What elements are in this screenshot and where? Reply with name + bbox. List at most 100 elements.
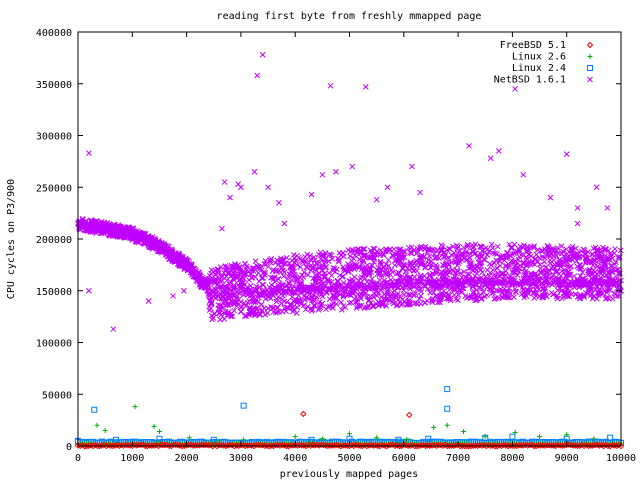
freebsd-5-1-point [585, 442, 592, 450]
freebsd-5-1-point [507, 442, 514, 449]
netbsd-1-6-1-point [512, 86, 518, 92]
netbsd-1-6-1-point [473, 292, 480, 298]
netbsd-1-6-1-point [442, 270, 449, 277]
linux-2-6-point [512, 430, 518, 436]
netbsd-1-6-1-point [547, 260, 554, 266]
freebsd-5-1-point [205, 442, 212, 449]
netbsd-1-6-1-point [379, 272, 385, 279]
x-tick-label: 0 [75, 453, 81, 464]
netbsd-1-6-1-point [547, 252, 554, 259]
netbsd-1-6-1-point [342, 288, 349, 294]
netbsd-1-6-1-point [187, 265, 194, 272]
netbsd-1-6-1-point [614, 293, 620, 300]
netbsd-1-6-1-point [232, 261, 238, 267]
netbsd-1-6-1-point [366, 264, 373, 270]
netbsd-1-6-1-point [383, 264, 390, 271]
netbsd-1-6-1-point [289, 305, 296, 312]
freebsd-5-1-point [215, 441, 223, 449]
netbsd-1-6-1-point [521, 271, 528, 278]
freebsd-5-1-point [498, 442, 505, 450]
netbsd-1-6-1-point [552, 251, 559, 258]
freebsd-5-1-point [407, 442, 414, 449]
netbsd-1-6-1-point [473, 297, 480, 304]
freebsd-5-1-point [341, 442, 349, 449]
netbsd-1-6-1-point [352, 299, 359, 306]
netbsd-1-6-1-point [554, 292, 561, 299]
freebsd-5-1-point [135, 441, 143, 449]
netbsd-1-6-1-point [451, 258, 458, 264]
netbsd-1-6-1-point [572, 245, 579, 252]
netbsd-1-6-1-point [252, 258, 259, 264]
netbsd-1-6-1-point [503, 263, 510, 269]
netbsd-1-6-1-point [279, 308, 286, 315]
netbsd-1-6-1-point [501, 285, 508, 292]
freebsd-5-1-point [146, 442, 153, 449]
legend-label-freebsd-5-1: FreeBSD 5.1 [500, 40, 566, 51]
netbsd-1-6-1-point [465, 294, 472, 301]
netbsd-1-6-1-point [400, 280, 407, 287]
netbsd-1-6-1-point [535, 276, 542, 282]
netbsd-1-6-1-point [80, 220, 87, 226]
netbsd-1-6-1-point [418, 278, 425, 284]
netbsd-1-6-1-point [563, 151, 570, 157]
netbsd-1-6-1-point [301, 269, 307, 276]
freebsd-5-1-point [539, 442, 547, 449]
netbsd-1-6-1-point [389, 252, 396, 259]
netbsd-1-6-1-series [75, 51, 624, 332]
netbsd-1-6-1-point [589, 290, 595, 297]
netbsd-1-6-1-point [312, 276, 319, 283]
netbsd-1-6-1-point [317, 263, 324, 270]
netbsd-1-6-1-point [223, 288, 229, 295]
netbsd-1-6-1-point [228, 310, 235, 317]
linux-2-6-point [404, 437, 410, 443]
netbsd-1-6-1-point [410, 283, 417, 290]
netbsd-1-6-1-point [200, 277, 206, 284]
netbsd-1-6-1-point [316, 274, 323, 280]
netbsd-1-6-1-point [413, 257, 419, 264]
netbsd-1-6-1-point [373, 196, 380, 203]
netbsd-1-6-1-point [312, 289, 319, 296]
netbsd-1-6-1-point [477, 251, 484, 257]
netbsd-1-6-1-point [377, 269, 384, 276]
netbsd-1-6-1-point [499, 270, 506, 277]
netbsd-1-6-1-point [421, 283, 428, 289]
linux-2-6-point [564, 432, 570, 438]
freebsd-5-1-point [255, 441, 262, 449]
netbsd-1-6-1-point [447, 295, 454, 302]
netbsd-1-6-1-point [491, 271, 498, 278]
netbsd-1-6-1-point [560, 269, 567, 276]
netbsd-1-6-1-point [269, 274, 276, 281]
netbsd-1-6-1-point [331, 286, 338, 293]
netbsd-1-6-1-point [183, 259, 190, 265]
netbsd-1-6-1-point [612, 246, 618, 252]
netbsd-1-6-1-point [576, 254, 583, 260]
netbsd-1-6-1-point [446, 261, 452, 267]
netbsd-1-6-1-point [599, 244, 606, 251]
freebsd-5-1-point [478, 442, 486, 449]
freebsd-5-1-point [261, 442, 268, 450]
freebsd-5-1-point [289, 442, 297, 449]
netbsd-1-6-1-point [412, 259, 419, 266]
netbsd-1-6-1-point [241, 271, 248, 277]
netbsd-1-6-1-point [218, 283, 225, 290]
legend-label-linux-2-4: Linux 2.4 [512, 63, 566, 74]
netbsd-1-6-1-point [532, 277, 539, 284]
netbsd-1-6-1-point [369, 262, 376, 269]
netbsd-1-6-1-point [432, 255, 438, 261]
netbsd-1-6-1-point [347, 248, 354, 255]
netbsd-1-6-1-point [550, 291, 557, 298]
netbsd-1-6-1-point [264, 310, 271, 316]
freebsd-5-1-point [422, 442, 429, 450]
netbsd-1-6-1-point [331, 265, 338, 272]
netbsd-1-6-1-point [336, 250, 343, 256]
netbsd-1-6-1-point [402, 248, 408, 255]
netbsd-1-6-1-point [218, 312, 224, 318]
netbsd-1-6-1-point [542, 291, 548, 298]
netbsd-1-6-1-point [209, 316, 215, 323]
netbsd-1-6-1-point [529, 260, 536, 267]
netbsd-1-6-1-point [422, 261, 429, 268]
netbsd-1-6-1-point [547, 194, 554, 201]
freebsd-5-1-point [483, 442, 490, 450]
netbsd-1-6-1-point [263, 261, 269, 268]
freebsd-5-1-point [339, 442, 347, 449]
